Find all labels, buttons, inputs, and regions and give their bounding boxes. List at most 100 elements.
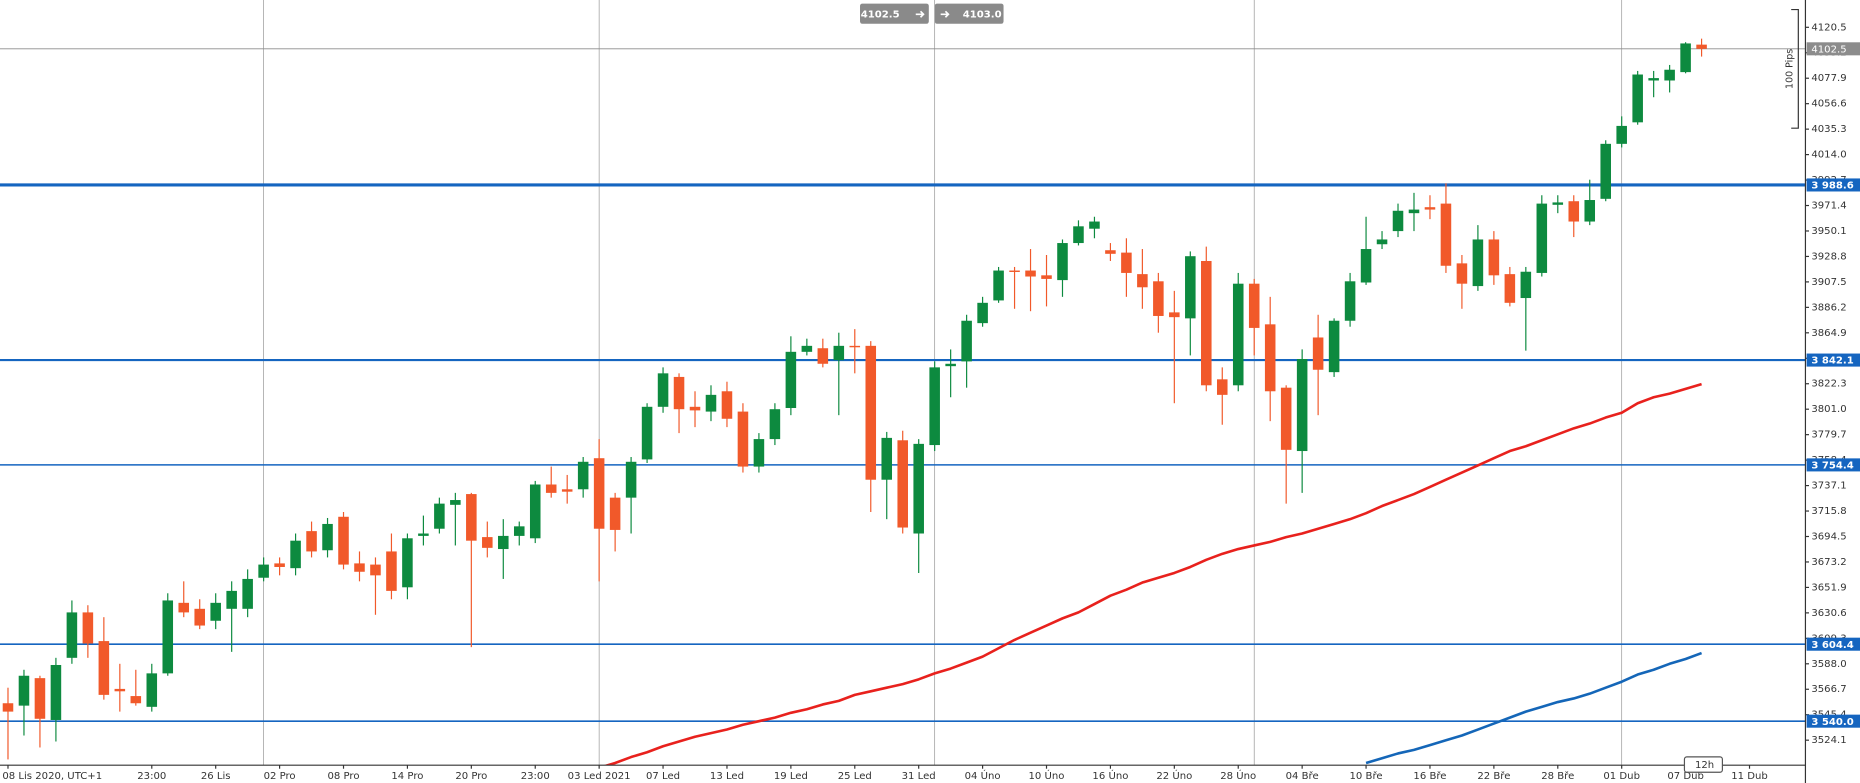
candle-body — [593, 458, 605, 529]
candle-body — [258, 564, 269, 578]
candle-body — [226, 590, 237, 609]
candle-body — [1664, 69, 1675, 81]
y-tick-label: 3907.5 — [1811, 277, 1846, 288]
x-tick-label: 04 Bře — [1286, 770, 1319, 782]
candle-body — [1600, 143, 1611, 199]
x-tick-label: 03 Led 2021 — [568, 771, 631, 782]
y-tick-label: 3630.6 — [1811, 608, 1846, 619]
candle-body — [817, 348, 829, 364]
bid-box[interactable] — [860, 3, 929, 24]
candle-body — [977, 302, 988, 324]
candle-body — [290, 540, 301, 569]
candle-body — [881, 437, 893, 480]
candle-body — [657, 373, 669, 407]
y-tick-label: 3886.2 — [1811, 302, 1846, 313]
candle-body — [753, 439, 765, 467]
candle-body — [1648, 78, 1659, 81]
y-tick-label: 3779.7 — [1811, 430, 1846, 441]
x-tick-label: 31 Led — [902, 771, 936, 782]
y-tick-label: 3737.1 — [1811, 481, 1846, 492]
candle-body — [1488, 239, 1500, 276]
y-tick-label: 3864.9 — [1811, 328, 1846, 339]
y-tick-label: 3588.0 — [1811, 659, 1846, 670]
current-price-label: 4102.5 — [1811, 44, 1846, 55]
candle-body — [993, 270, 1004, 301]
candle-body — [689, 406, 701, 411]
candle-body — [1424, 207, 1436, 210]
x-tick-label: 28 Úno — [1220, 769, 1256, 782]
candle-body — [1392, 210, 1404, 232]
candle-body — [945, 363, 956, 367]
candle-body — [1121, 252, 1132, 273]
candle-body — [434, 503, 445, 529]
x-tick-label: 01 Dub — [1603, 771, 1640, 782]
candle-body — [897, 440, 908, 528]
timeframe-label: 12h — [1695, 760, 1714, 771]
timeframe-frame[interactable] — [1683, 756, 1723, 773]
y-tick-label: 3971.4 — [1811, 201, 1846, 212]
candle-body — [98, 641, 110, 695]
x-tick-label: 08 Pro — [327, 771, 359, 782]
candle-body — [865, 345, 877, 480]
candle-body — [194, 608, 205, 626]
candle-body — [66, 612, 78, 658]
candle-body — [1408, 209, 1420, 214]
x-tick-label: 16 Úno — [1092, 769, 1128, 782]
candle-body — [306, 531, 317, 552]
candle-body — [1696, 44, 1707, 49]
candle-body — [354, 563, 365, 572]
candle-body — [545, 484, 557, 493]
ask-price: 4103.0 — [963, 9, 1002, 20]
moving-average-line — [603, 382, 1702, 766]
candle-body — [1456, 263, 1468, 284]
ask-box[interactable] — [934, 3, 1004, 24]
candle-body — [1089, 221, 1100, 229]
candle-body — [1616, 125, 1627, 144]
pips-label: 100 Pips — [1785, 49, 1796, 89]
candle-body — [785, 351, 797, 409]
candle-body — [322, 523, 333, 551]
y-tick-label: 3651.9 — [1811, 582, 1846, 593]
candle-body — [402, 538, 413, 588]
candle-body — [1057, 243, 1068, 281]
candle-body — [913, 443, 924, 534]
y-tick-label: 3801.0 — [1811, 404, 1846, 415]
candle-body — [641, 406, 653, 460]
candle-body — [1009, 270, 1020, 272]
candle-body — [242, 578, 253, 609]
x-tick-label: 11 Dub — [1731, 771, 1768, 782]
axes: 4120.54099.24077.94056.64035.34014.03992… — [2, 22, 1860, 782]
level-label-box — [1806, 178, 1860, 192]
candle-body — [1073, 226, 1084, 244]
candle-body — [50, 664, 62, 720]
candle-body — [1137, 274, 1148, 288]
plot-area — [0, 38, 1806, 766]
x-tick-label: 10 Bře — [1350, 770, 1383, 782]
candle-body — [769, 409, 781, 440]
candle-body — [1520, 271, 1532, 299]
level-label: 3 988.6 — [1811, 181, 1853, 192]
candle-body — [130, 696, 142, 704]
y-tick-label: 3950.1 — [1811, 226, 1846, 237]
candle-body — [577, 461, 589, 490]
timeframe-box: 12h — [1683, 756, 1723, 773]
candle-body — [1105, 250, 1116, 254]
current-price-box — [1806, 42, 1860, 56]
x-tick-label: 28 Bře — [1541, 770, 1574, 782]
x-tick-label: 16 Bře — [1413, 770, 1446, 782]
level-label: 3 604.4 — [1811, 640, 1853, 651]
candle-body — [1536, 203, 1548, 273]
candle-body — [513, 526, 525, 536]
level-label: 3 754.4 — [1811, 460, 1853, 471]
candle-body — [721, 391, 733, 419]
candle-body — [529, 484, 541, 539]
level-label-box — [1806, 353, 1860, 367]
candle-body — [370, 564, 381, 576]
candle-body — [1344, 281, 1356, 321]
level-label-box — [1806, 714, 1860, 728]
y-tick-label: 3822.3 — [1811, 379, 1846, 390]
moving-average-line — [1365, 651, 1703, 765]
candle-body — [1185, 256, 1196, 319]
candle-body — [1248, 283, 1260, 328]
